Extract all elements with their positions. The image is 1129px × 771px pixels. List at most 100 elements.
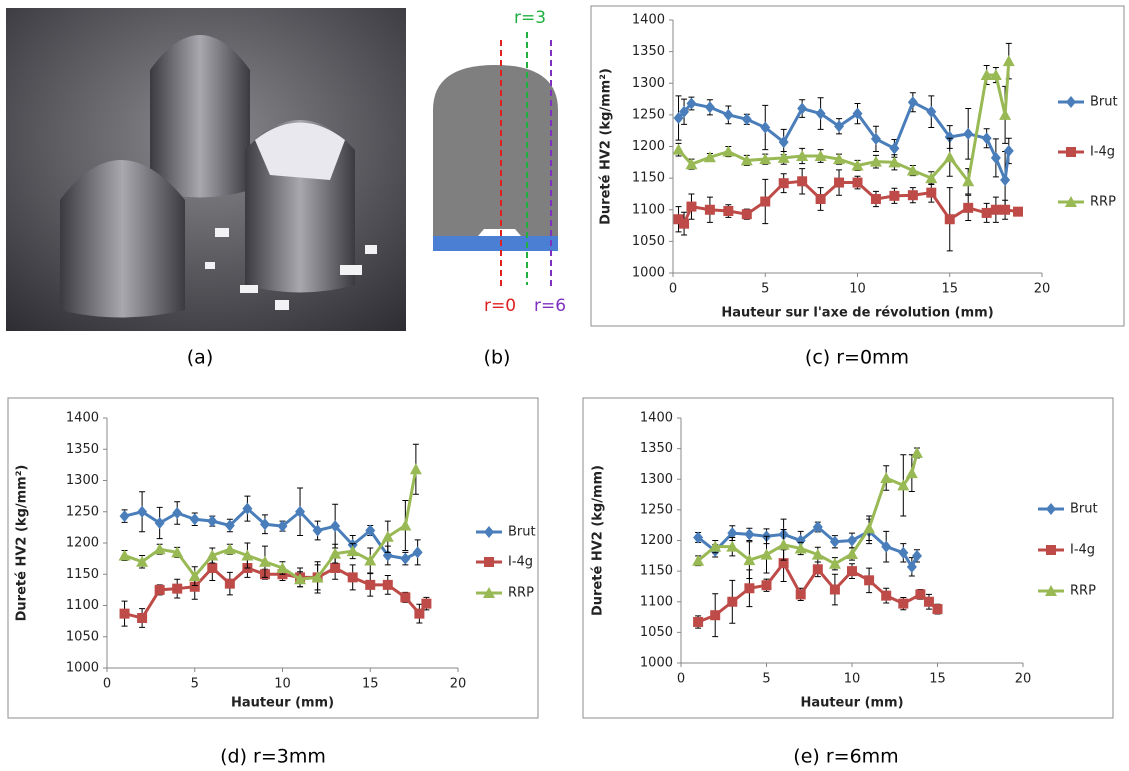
marker xyxy=(888,156,901,168)
marker xyxy=(483,587,495,598)
marker xyxy=(727,596,738,607)
marker xyxy=(906,164,919,176)
marker xyxy=(119,510,130,523)
y-tick-label: 1300 xyxy=(66,473,99,488)
y-axis-label: Dureté HV2 (kg/mm²) xyxy=(15,465,30,622)
marker xyxy=(709,540,722,552)
marker xyxy=(693,616,704,627)
legend-label: Brut xyxy=(508,525,536,540)
marker xyxy=(119,608,130,619)
marker xyxy=(137,505,148,518)
marker xyxy=(907,190,918,201)
marker xyxy=(898,546,909,559)
marker xyxy=(330,563,341,573)
marker xyxy=(923,596,934,607)
marker xyxy=(981,132,992,145)
marker xyxy=(172,583,183,594)
y-tick-label: 1400 xyxy=(632,13,665,28)
marker xyxy=(312,524,323,537)
marker xyxy=(1066,96,1076,108)
marker xyxy=(686,201,697,212)
y-tick-label: 1100 xyxy=(66,598,99,613)
marker xyxy=(171,546,184,558)
marker xyxy=(906,560,917,573)
x-axis-label: Hauteur (mm) xyxy=(800,696,903,711)
y-axis-label: Dureté HV2 (kg/mm²) xyxy=(599,68,614,225)
marker xyxy=(1013,206,1024,217)
diagram-label: r=6 xyxy=(534,296,566,316)
y-tick-label: 1300 xyxy=(640,472,673,487)
marker xyxy=(990,151,1001,164)
y-tick-label: 1300 xyxy=(632,76,665,91)
x-tick-label: 10 xyxy=(844,672,861,687)
marker xyxy=(409,463,422,475)
y-tick-label: 1250 xyxy=(640,502,673,517)
y-tick-label: 1050 xyxy=(632,234,665,249)
marker xyxy=(189,513,200,526)
marker xyxy=(242,502,253,515)
y-tick-label: 1150 xyxy=(632,171,665,186)
marker xyxy=(710,610,721,621)
marker xyxy=(412,546,423,559)
marker xyxy=(833,153,846,165)
marker xyxy=(760,548,773,560)
legend-label: Brut xyxy=(1070,502,1098,517)
marker xyxy=(723,108,734,121)
x-tick-label: 20 xyxy=(1015,672,1032,687)
marker xyxy=(926,105,937,118)
legend-label: I-4g xyxy=(1070,543,1095,558)
marker xyxy=(814,149,827,161)
marker xyxy=(761,580,772,591)
marker xyxy=(834,177,845,188)
marker xyxy=(703,151,716,163)
marker xyxy=(136,555,149,567)
diagram: r=3 r=0 r=6 xyxy=(433,8,566,316)
marker xyxy=(797,102,808,115)
marker xyxy=(870,193,881,204)
marker xyxy=(851,159,864,171)
marker xyxy=(1046,503,1056,515)
diagram-label: r=0 xyxy=(484,296,516,316)
marker xyxy=(1066,147,1076,157)
y-tick-label: 1400 xyxy=(640,411,673,426)
marker xyxy=(963,127,974,140)
marker xyxy=(421,598,432,609)
legend-label: I-4g xyxy=(1090,145,1115,160)
marker xyxy=(852,177,863,188)
y-tick-label: 1000 xyxy=(66,661,99,676)
marker xyxy=(277,520,288,533)
marker xyxy=(207,515,218,528)
diagram-label: r=3 xyxy=(514,8,546,28)
marker xyxy=(870,132,881,145)
y-tick-label: 1350 xyxy=(632,44,665,59)
x-tick-label: 0 xyxy=(677,672,685,687)
marker xyxy=(815,107,826,120)
y-axis-label: Dureté HV2 (kg/mm) xyxy=(591,465,606,616)
series-line xyxy=(697,560,939,624)
marker xyxy=(834,120,845,133)
marker xyxy=(760,121,771,134)
marker xyxy=(365,579,376,590)
marker xyxy=(741,113,752,126)
y-tick-label: 1350 xyxy=(640,441,673,456)
x-axis-label: Hauteur sur l'axe de révolution (mm) xyxy=(721,306,993,321)
marker xyxy=(1000,174,1011,187)
y-tick-label: 1200 xyxy=(66,536,99,551)
marker xyxy=(692,554,705,566)
y-tick-label: 1100 xyxy=(632,202,665,217)
marker xyxy=(864,575,875,586)
marker xyxy=(829,584,840,595)
marker xyxy=(915,589,926,600)
marker xyxy=(812,521,823,534)
marker xyxy=(241,549,254,561)
marker xyxy=(981,207,992,218)
marker xyxy=(364,554,377,566)
legend-label: RRP xyxy=(1070,584,1096,599)
marker xyxy=(910,446,923,458)
marker xyxy=(759,153,772,165)
marker xyxy=(760,196,771,207)
x-tick-label: 15 xyxy=(929,672,946,687)
marker xyxy=(869,155,882,167)
x-tick-label: 5 xyxy=(191,677,199,692)
